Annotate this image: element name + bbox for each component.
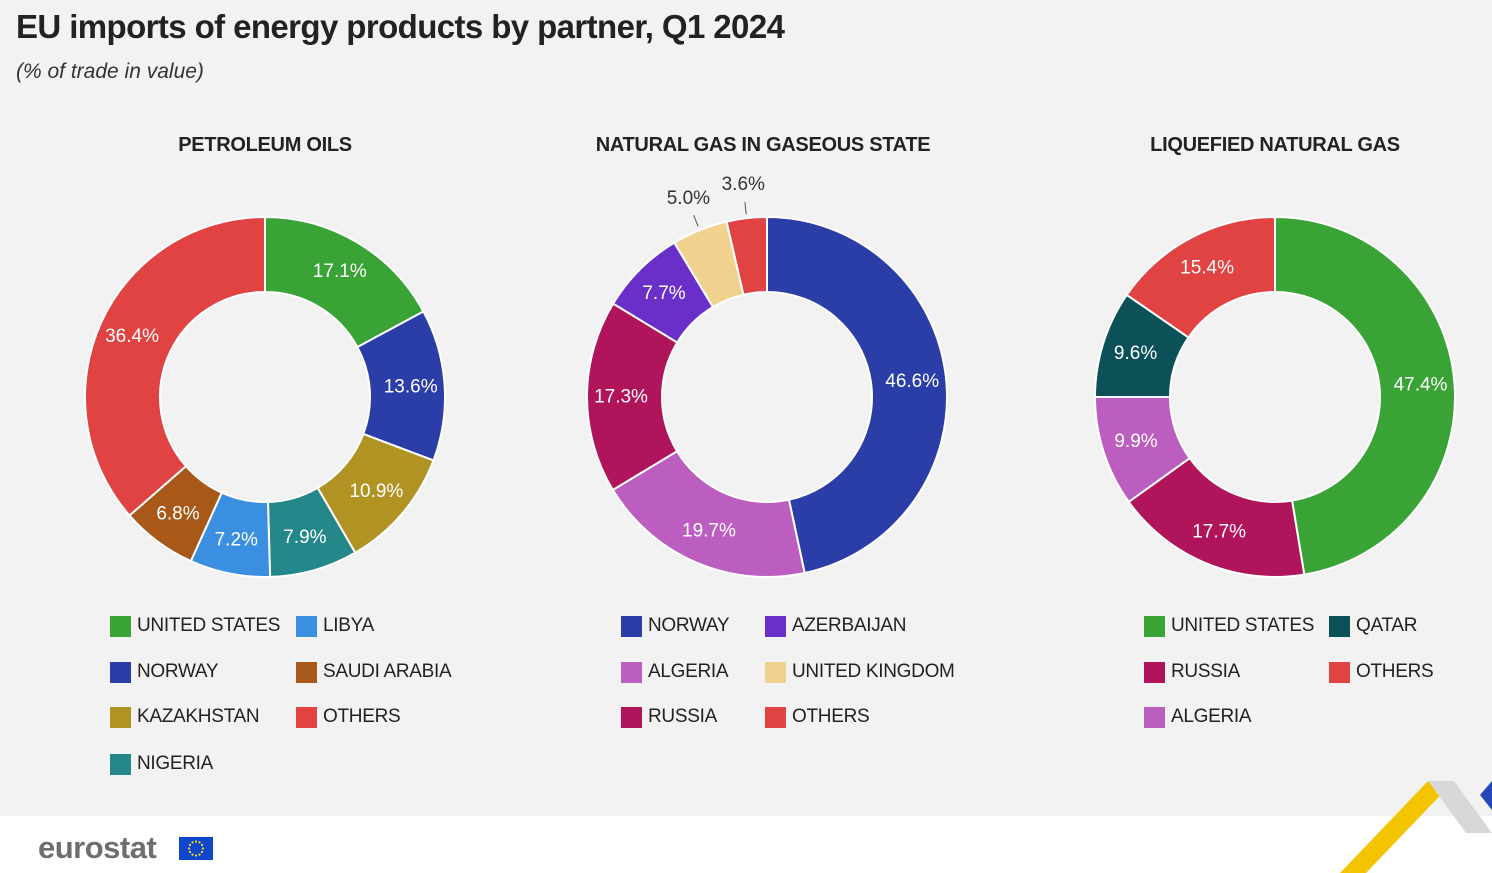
data-label-liquefied-natural-gas-qatar: 9.6%: [1114, 343, 1157, 364]
legend-swatch: [1329, 661, 1350, 683]
data-label-petroleum-oils-libya: 7.2%: [215, 530, 258, 551]
data-label-liquefied-natural-gas-united-states: 47.4%: [1394, 375, 1448, 396]
page-subtitle: (% of trade in value): [16, 60, 204, 83]
legend-item-natural-gas-in-gaseous-state-azerbaijan: AZERBAIJAN: [765, 614, 907, 638]
data-label-natural-gas-in-gaseous-state-russia: 17.3%: [594, 386, 648, 407]
legend-item-liquefied-natural-gas-russia: RUSSIA: [1144, 660, 1240, 684]
legend-swatch: [296, 615, 317, 637]
legend-item-liquefied-natural-gas-united-states: UNITED STATES: [1144, 614, 1314, 638]
legend-swatch: [1329, 615, 1350, 637]
data-label-petroleum-oils-others: 36.4%: [105, 326, 159, 347]
legend-swatch: [296, 661, 317, 683]
legend-label: UNITED STATES: [1171, 615, 1315, 636]
legend-swatch: [296, 706, 317, 728]
legend-label: AZERBAIJAN: [792, 615, 907, 636]
legend-item-petroleum-oils-libya: LIBYA: [296, 614, 374, 638]
legend-label: UNITED KINGDOM: [792, 661, 955, 682]
data-label-natural-gas-in-gaseous-state-others: 3.6%: [722, 174, 765, 195]
page-title: EU imports of energy products by partner…: [16, 8, 785, 45]
data-label-petroleum-oils-united-states: 17.1%: [313, 261, 367, 282]
legend-swatch: [765, 661, 786, 683]
legend-swatch: [110, 615, 131, 637]
legend-swatch: [621, 615, 642, 637]
legend-swatch: [621, 661, 642, 683]
data-label-natural-gas-in-gaseous-state-azerbaijan: 7.7%: [642, 283, 685, 304]
leader-natural-gas-in-gaseous-state-others: [744, 202, 747, 215]
legend-item-liquefied-natural-gas-qatar: QATAR: [1329, 614, 1417, 638]
slice-natural-gas-in-gaseous-state-others: [725, 215, 768, 296]
legend-item-natural-gas-in-gaseous-state-united-kingdom: UNITED KINGDOM: [765, 660, 955, 684]
legend-label: NIGERIA: [137, 753, 214, 774]
chart-title-natural-gas: NATURAL GAS IN GASEOUS STATE: [595, 134, 931, 156]
legend-label: UNITED STATES: [137, 615, 281, 636]
data-label-liquefied-natural-gas-others: 15.4%: [1180, 257, 1234, 278]
legend-swatch: [765, 615, 786, 637]
legend-item-natural-gas-in-gaseous-state-norway: NORWAY: [621, 614, 730, 638]
legend-item-petroleum-oils-united-states: UNITED STATES: [110, 614, 280, 638]
legend-label: OTHERS: [792, 706, 870, 727]
data-label-petroleum-oils-norway: 13.6%: [384, 377, 438, 398]
legend-swatch: [110, 706, 131, 728]
legend-item-petroleum-oils-nigeria: NIGERIA: [110, 752, 213, 776]
legend-label: RUSSIA: [648, 706, 717, 727]
legend-item-natural-gas-in-gaseous-state-algeria: ALGERIA: [621, 660, 729, 684]
slice-natural-gas-in-gaseous-state-norway: [766, 215, 948, 575]
data-label-liquefied-natural-gas-russia: 17.7%: [1192, 521, 1246, 542]
eu-stars-icon: [187, 840, 205, 857]
data-label-petroleum-oils-kazakhstan: 10.9%: [349, 481, 403, 502]
legend-item-liquefied-natural-gas-algeria: ALGERIA: [1144, 705, 1252, 729]
chart-title-petroleum-oils: PETROLEUM OILS: [178, 134, 352, 156]
leader-natural-gas-in-gaseous-state-united-kingdom: [693, 215, 699, 227]
legend-swatch: [1144, 706, 1165, 728]
donut-charts: 17.1% 13.6% 10.9% 7.9% 7.2% 6.8% 36.4% 46.6% 19.…: [84, 174, 1456, 578]
legend-label: LIBYA: [323, 615, 374, 636]
legend-item-natural-gas-in-gaseous-state-russia: RUSSIA: [621, 705, 717, 729]
data-label-natural-gas-in-gaseous-state-united-kingdom: 5.0%: [667, 188, 710, 209]
slice-petroleum-oils-others: [84, 215, 266, 517]
legend-swatch: [110, 661, 131, 683]
legend-item-natural-gas-in-gaseous-state-others: OTHERS: [765, 705, 870, 729]
legend-label: OTHERS: [1356, 661, 1434, 682]
legend-swatch: [1144, 661, 1165, 683]
legend-label: QATAR: [1356, 615, 1418, 636]
data-label-liquefied-natural-gas-algeria: 9.9%: [1114, 431, 1157, 452]
eurostat-logo: eurostat: [38, 830, 157, 865]
footer: eurostat: [0, 816, 1492, 873]
legend-label: SAUDI ARABIA: [323, 661, 452, 682]
legend-label: KAZAKHSTAN: [137, 706, 260, 727]
legend-item-petroleum-oils-saudi-arabia: SAUDI ARABIA: [296, 660, 452, 684]
legend-swatch: [765, 706, 786, 728]
slice-liquefied-natural-gas-others: [1125, 215, 1276, 339]
legend-label: NORWAY: [648, 615, 730, 636]
legend-label: RUSSIA: [1171, 661, 1240, 682]
legend-swatch: [621, 706, 642, 728]
eu-flag-icon: [179, 837, 213, 860]
data-label-petroleum-oils-nigeria: 7.9%: [283, 527, 326, 548]
legend-label: OTHERS: [323, 706, 401, 727]
chart-title-lng: LIQUEFIED NATURAL GAS: [1150, 134, 1400, 156]
legend-label: ALGERIA: [1171, 706, 1252, 727]
legend-item-liquefied-natural-gas-others: OTHERS: [1329, 660, 1434, 684]
legend-swatch: [110, 753, 131, 775]
legend-item-petroleum-oils-kazakhstan: KAZAKHSTAN: [110, 705, 260, 729]
legend-label: NORWAY: [137, 661, 219, 682]
data-label-petroleum-oils-saudi-arabia: 6.8%: [156, 504, 199, 525]
legend-label: ALGERIA: [648, 661, 729, 682]
legend-item-petroleum-oils-norway: NORWAY: [110, 660, 219, 684]
slice-liquefied-natural-gas-united-states: [1274, 215, 1456, 576]
legend-item-petroleum-oils-others: OTHERS: [296, 705, 401, 729]
data-label-natural-gas-in-gaseous-state-norway: 46.6%: [885, 371, 939, 392]
data-label-natural-gas-in-gaseous-state-algeria: 19.7%: [682, 520, 736, 541]
legend-swatch: [1144, 615, 1165, 637]
